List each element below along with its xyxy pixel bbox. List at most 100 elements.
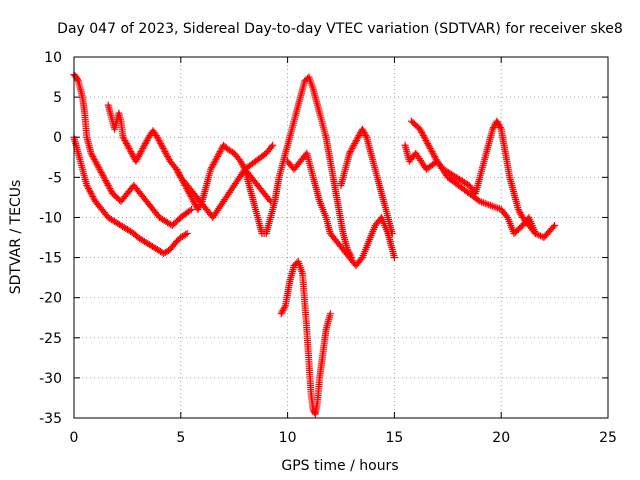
- data-point: [103, 180, 111, 188]
- x-tick-label: 0: [70, 430, 79, 446]
- data-point: [87, 189, 95, 197]
- y-tick-label: -5: [48, 170, 62, 186]
- data-point: [347, 146, 355, 154]
- data-point: [190, 197, 198, 205]
- data-point: [127, 148, 135, 156]
- data-point: [88, 151, 96, 159]
- y-tick-label: -20: [39, 291, 62, 307]
- y-axis-label: SDTVAR / TECUs: [8, 180, 24, 295]
- data-point: [362, 132, 370, 140]
- data-point: [217, 146, 225, 154]
- data-point: [213, 154, 221, 162]
- data-point: [496, 124, 504, 132]
- data-point: [278, 308, 286, 316]
- x-tick-label: 5: [176, 430, 185, 446]
- data-point: [175, 170, 183, 178]
- data-point: [161, 148, 169, 156]
- data-point: [85, 185, 93, 193]
- data-point: [186, 207, 194, 215]
- data-point: [138, 146, 146, 154]
- data-point: [84, 183, 92, 191]
- data-point: [359, 127, 367, 135]
- plot-frame: [73, 56, 609, 419]
- data-point: [102, 178, 110, 186]
- series-sat-a: [70, 71, 195, 229]
- data-point: [162, 149, 170, 157]
- data-point: [107, 186, 115, 194]
- data-point: [350, 141, 358, 149]
- data-point: [326, 310, 334, 318]
- data-point: [495, 122, 503, 130]
- data-point: [265, 196, 273, 204]
- data-point: [419, 132, 427, 140]
- x-tick-label: 20: [492, 430, 510, 446]
- data-point: [214, 152, 222, 160]
- data-point: [134, 154, 142, 162]
- data-point: [489, 125, 497, 133]
- series-sat-e: [241, 73, 356, 262]
- y-tick-labels: 10 5 0 -5 -10 -15 -20 -25 -30 -35: [39, 50, 62, 427]
- data-point: [100, 173, 108, 181]
- axis-ticks: [73, 56, 609, 419]
- data-point: [189, 196, 197, 204]
- data-point: [209, 160, 217, 168]
- data-point: [176, 172, 184, 180]
- data-point: [179, 178, 187, 186]
- data-point: [124, 143, 132, 151]
- data-point: [86, 188, 94, 196]
- data-point: [533, 230, 541, 238]
- data-point: [89, 193, 97, 201]
- x-tick-labels: 0 5 10 15 20 25: [70, 430, 617, 446]
- data-point: [139, 144, 147, 152]
- x-tick-label: 25: [599, 430, 617, 446]
- data-point: [210, 159, 218, 167]
- data-point: [431, 152, 439, 160]
- series-sat-i: [407, 117, 539, 237]
- data-point: [426, 144, 434, 152]
- data-point: [180, 180, 188, 188]
- data-point: [153, 133, 161, 141]
- data-point: [502, 212, 510, 220]
- series-sat-d: [173, 141, 275, 213]
- data-point: [238, 160, 246, 168]
- data-point: [137, 148, 145, 156]
- data-point: [346, 148, 354, 156]
- y-tick-label: -15: [39, 251, 62, 267]
- data-point: [515, 207, 523, 215]
- data-point: [120, 135, 128, 143]
- data-point: [211, 157, 219, 165]
- data-point: [493, 117, 501, 125]
- data-point: [551, 221, 559, 229]
- data-point: [88, 191, 96, 199]
- data-point: [182, 230, 190, 238]
- data-point: [182, 183, 190, 191]
- data-point: [357, 255, 365, 263]
- data-point: [104, 181, 112, 189]
- data-point: [514, 205, 522, 213]
- series-sat-j: [401, 141, 559, 241]
- data-point: [101, 175, 109, 183]
- data-point: [125, 144, 133, 152]
- data-point: [74, 76, 82, 84]
- data-point: [98, 170, 106, 178]
- data-point: [424, 140, 432, 148]
- data-point: [158, 141, 166, 149]
- data-point: [361, 130, 369, 138]
- data-point: [423, 138, 431, 146]
- data-point: [269, 141, 277, 149]
- data-point: [157, 140, 165, 148]
- data-point: [99, 172, 107, 180]
- data-point: [143, 136, 151, 144]
- data-point: [352, 138, 360, 146]
- data-point: [142, 138, 150, 146]
- data-point: [535, 231, 543, 239]
- data-point: [190, 199, 198, 207]
- data-point: [237, 159, 245, 167]
- data-point: [517, 210, 525, 218]
- data-point: [135, 152, 143, 160]
- data-point: [419, 130, 427, 138]
- data-point: [416, 125, 424, 133]
- data-point: [95, 164, 103, 172]
- data-point: [186, 191, 194, 199]
